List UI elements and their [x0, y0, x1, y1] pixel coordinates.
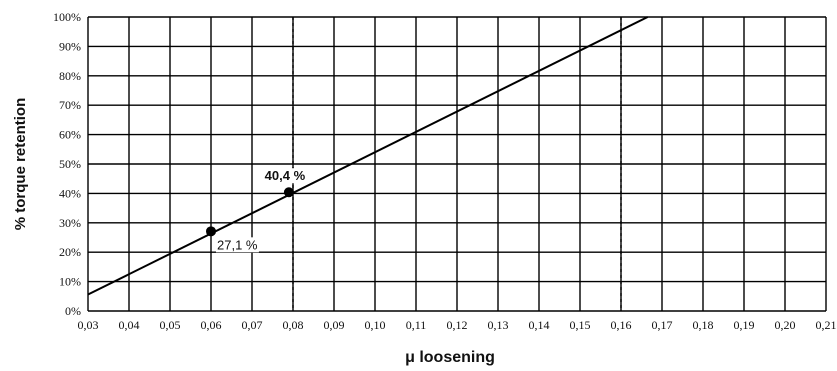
data-label-background: [263, 168, 307, 184]
y-tick-label: 10%: [59, 275, 81, 289]
grid-layer: [87, 16, 827, 312]
x-tick-label: 0,14: [529, 318, 550, 332]
y-tick-label: 70%: [59, 98, 81, 112]
data-point-marker: [206, 226, 216, 237]
x-tick-label: 0,11: [406, 318, 427, 332]
data-label: 40,4 %: [265, 168, 306, 183]
x-tick-label: 0,16: [611, 318, 632, 332]
y-tick-label: 80%: [59, 69, 81, 83]
x-tick-label: 0,06: [201, 318, 222, 332]
x-tick-label: 0,09: [324, 318, 345, 332]
x-tick-label: 0,19: [734, 318, 755, 332]
y-tick-label: 50%: [59, 157, 81, 171]
y-tick-label: 40%: [59, 186, 81, 200]
x-tick-label: 0,05: [160, 318, 181, 332]
x-tick-label: 0,03: [78, 318, 99, 332]
x-tick-label: 0,18: [693, 318, 714, 332]
x-tick-label: 0,17: [652, 318, 673, 332]
series-line: [87, 16, 649, 296]
x-tick-label: 0,20: [775, 318, 796, 332]
x-tick-label: 0,13: [488, 318, 509, 332]
x-axis-title: μ loosening: [405, 349, 495, 366]
data-label: 27,1 %: [217, 237, 258, 252]
y-tick-label: 30%: [59, 216, 81, 230]
y-axis-title: % torque retention: [12, 98, 29, 231]
series-layer: [87, 16, 649, 296]
y-tick-label: 60%: [59, 128, 81, 142]
x-tick-label: 0,04: [119, 318, 140, 332]
x-tick-label: 0,08: [283, 318, 304, 332]
x-tick-label: 0,07: [242, 318, 263, 332]
y-tick-label: 100%: [53, 10, 81, 24]
x-tick-label: 0,21: [816, 318, 837, 332]
reference-lines: [292, 17, 622, 311]
y-tick-label: 0%: [65, 304, 81, 318]
y-tick-label: 90%: [59, 39, 81, 53]
x-tick-label: 0,12: [447, 318, 468, 332]
data-label-background: [216, 237, 259, 253]
x-tick-label: 0,15: [570, 318, 591, 332]
x-tick-label: 0,10: [365, 318, 386, 332]
tick-labels: 0,03 0,04 0,05 0,06 0,07 0,08 0,09 0,10 0,11 0,12…: [53, 10, 837, 332]
data-point-marker: [283, 187, 294, 198]
y-tick-label: 20%: [59, 245, 81, 259]
marker-layer: 27,1 % 40,4 %: [206, 168, 307, 253]
